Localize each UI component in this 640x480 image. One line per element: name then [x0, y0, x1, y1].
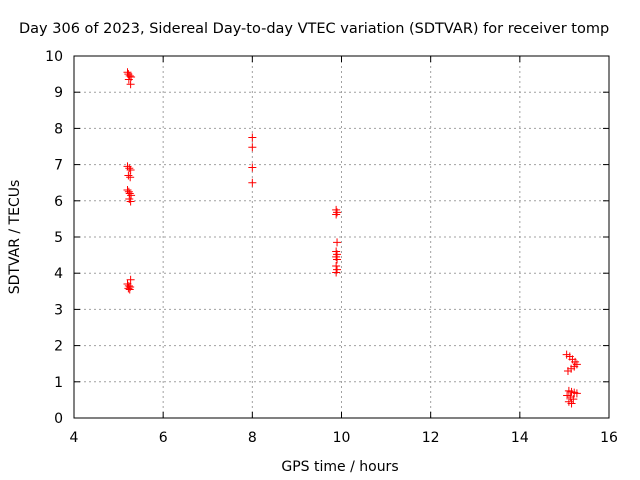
- y-tick-label: 10: [45, 49, 63, 65]
- chart-title: Day 306 of 2023, Sidereal Day-to-day VTE…: [19, 21, 609, 37]
- data-point: [126, 166, 135, 175]
- y-tick-label: 7: [54, 158, 63, 174]
- data-point: [126, 197, 135, 206]
- data-point: [126, 275, 135, 284]
- data-point: [248, 178, 257, 187]
- data-point: [332, 210, 341, 219]
- y-tick-label: 5: [54, 230, 63, 246]
- grid-lines: [74, 56, 609, 418]
- data-point: [124, 75, 133, 84]
- x-tick-label: 12: [422, 430, 440, 446]
- data-point: [333, 238, 342, 247]
- data-point: [248, 133, 257, 142]
- data-point: [126, 80, 135, 89]
- x-tick-label: 16: [600, 430, 618, 446]
- y-tick-label: 6: [54, 194, 63, 210]
- y-tick-label: 1: [54, 375, 63, 391]
- data-point: [563, 366, 572, 375]
- data-point: [248, 143, 257, 152]
- data-point: [332, 268, 341, 277]
- x-axis-label: GPS time / hours: [281, 459, 398, 475]
- data-point: [567, 399, 576, 408]
- data-point: [572, 389, 581, 398]
- y-tick-label: 8: [54, 121, 63, 137]
- data-point: [124, 284, 133, 293]
- data-point: [124, 187, 133, 196]
- data-point: [563, 391, 572, 400]
- data-point: [126, 173, 135, 182]
- x-tick-label: 10: [333, 430, 351, 446]
- data-points: [123, 68, 581, 408]
- y-tick-label: 9: [54, 85, 63, 101]
- y-tick-label: 4: [54, 266, 63, 282]
- data-point: [124, 171, 133, 180]
- x-tick-label: 14: [511, 430, 529, 446]
- y-tick-label: 0: [54, 411, 63, 427]
- data-point: [333, 255, 342, 264]
- data-point: [123, 68, 132, 77]
- x-tick-label: 8: [248, 430, 257, 446]
- data-point: [125, 164, 134, 173]
- y-axis-label: SDTVAR / TECUs: [7, 180, 23, 295]
- data-point: [569, 395, 578, 404]
- x-tick-label: 6: [159, 430, 168, 446]
- data-point: [125, 71, 134, 80]
- x-tick-label: 4: [70, 430, 79, 446]
- data-point: [125, 285, 134, 294]
- data-point: [123, 185, 132, 194]
- data-point: [248, 163, 257, 172]
- y-tick-label: 2: [54, 339, 63, 355]
- y-tick-label: 3: [54, 302, 63, 318]
